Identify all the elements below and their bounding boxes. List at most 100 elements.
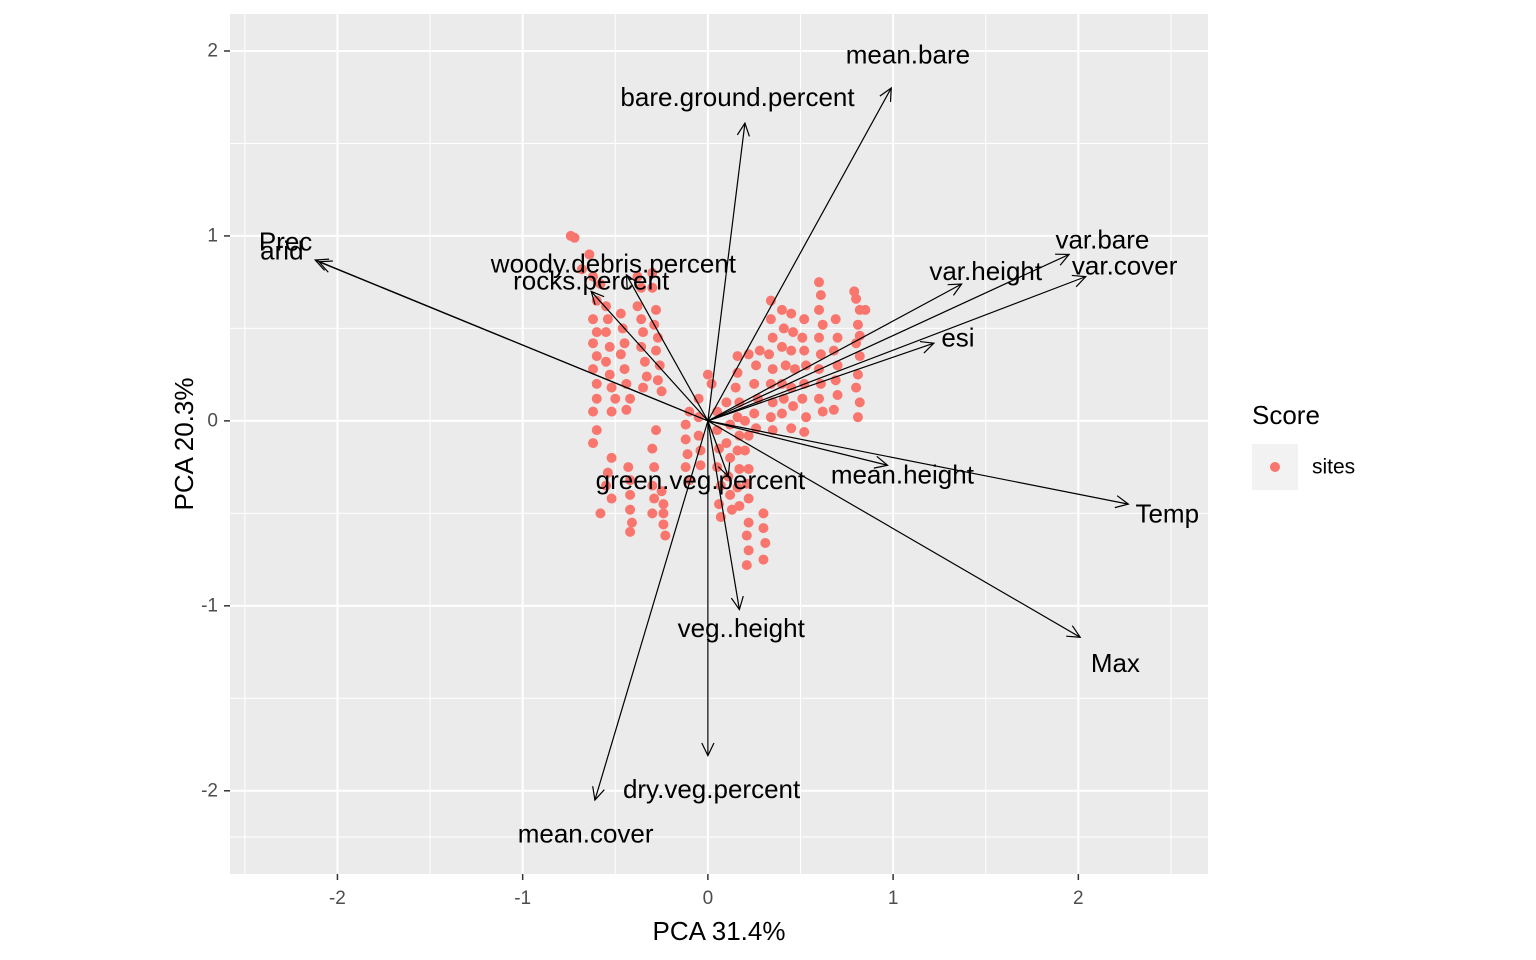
site-point [734,500,745,511]
site-point [632,301,643,312]
site-point [588,438,599,449]
site-point [576,264,587,275]
site-point [851,338,862,349]
site-point [852,369,863,380]
label-mean.cover: mean.cover [518,818,654,848]
site-point [660,530,671,541]
label-veg..height: veg..height [678,613,806,643]
site-point [619,338,630,349]
legend-label-sites: sites [1312,456,1355,479]
site-point [706,378,717,389]
site-point [758,523,769,534]
site-point [799,426,810,437]
site-point [591,378,602,389]
label-mean.height: mean.height [831,460,975,490]
site-point [786,423,797,434]
site-point [714,443,724,454]
site-point [776,341,787,352]
site-point [852,412,863,423]
arrow-bare.ground.percent-head [736,121,750,137]
site-point [682,449,693,460]
site-point [647,480,658,491]
site-point [741,530,752,541]
site-point [619,364,630,375]
site-point [595,508,606,519]
site-point [647,282,658,293]
site-point [786,308,797,319]
site-point [625,475,636,486]
site-point [815,290,826,301]
site-point [828,345,839,356]
site-point [741,478,752,489]
site-point [726,504,737,515]
site-point [606,406,617,417]
site-point [776,304,787,315]
site-point [595,279,606,290]
arrow-mean.height-head [873,455,889,469]
site-point [602,467,613,478]
site-point [814,332,825,343]
site-point [778,323,789,334]
site-point [743,463,754,474]
site-point [797,393,808,404]
site-point [739,445,750,456]
legend-title: Score [1252,400,1320,430]
site-point [854,330,865,341]
site-point [636,314,647,325]
x-tick-label: -1 [514,888,531,909]
site-point [814,304,825,315]
arrow-dry.veg.percent-head [701,742,715,758]
site-point [817,406,828,417]
site-point [658,519,669,530]
site-point [732,412,743,423]
site-point [732,351,743,362]
site-point [680,434,691,445]
site-point [649,493,660,504]
site-point [693,430,704,441]
site-point [602,314,613,325]
site-point [832,360,843,371]
arrow-Temp-shaft [707,420,1129,505]
site-point [854,351,865,362]
site-point [732,482,743,493]
site-point [765,314,776,325]
site-point [734,463,745,474]
site-point [647,508,658,519]
site-point [765,412,776,423]
arrow-Max-shaft [707,420,1081,638]
arrow-var.height-head [947,283,963,296]
site-point [758,508,769,519]
site-point [656,486,667,497]
arrow-mean.cover-head [592,786,605,802]
site-point [647,443,658,454]
site-point [743,493,754,504]
site-point [776,408,787,419]
site-point [606,452,617,463]
site-point [615,349,626,360]
site-point [832,389,843,400]
label-dry.veg.percent: dry.veg.percent [623,774,801,804]
site-point [625,526,636,537]
label-var.bare: var.bare [1055,225,1149,255]
legend: Score sites [1252,400,1355,490]
site-point [799,314,810,325]
site-point [639,356,650,367]
y-tick-label: 0 [207,410,218,431]
site-point [601,480,612,491]
y-tick-label: 1 [207,225,218,246]
site-points [565,230,871,571]
y-tick-label: 2 [207,40,218,61]
arrow-mean.height-shaft [707,420,888,466]
site-point [638,327,649,338]
site-point [651,304,662,315]
site-point [741,560,752,571]
site-point [851,293,862,304]
site-point [626,517,637,528]
arrow-green.veg.percent-head [717,462,731,478]
x-tick-label: -2 [329,888,346,909]
arrow-Prec-head [313,258,330,271]
arrow-mean.bare-shaft [707,87,892,422]
site-point [815,349,826,360]
arrow-green.veg.percent-shaft [707,420,729,477]
